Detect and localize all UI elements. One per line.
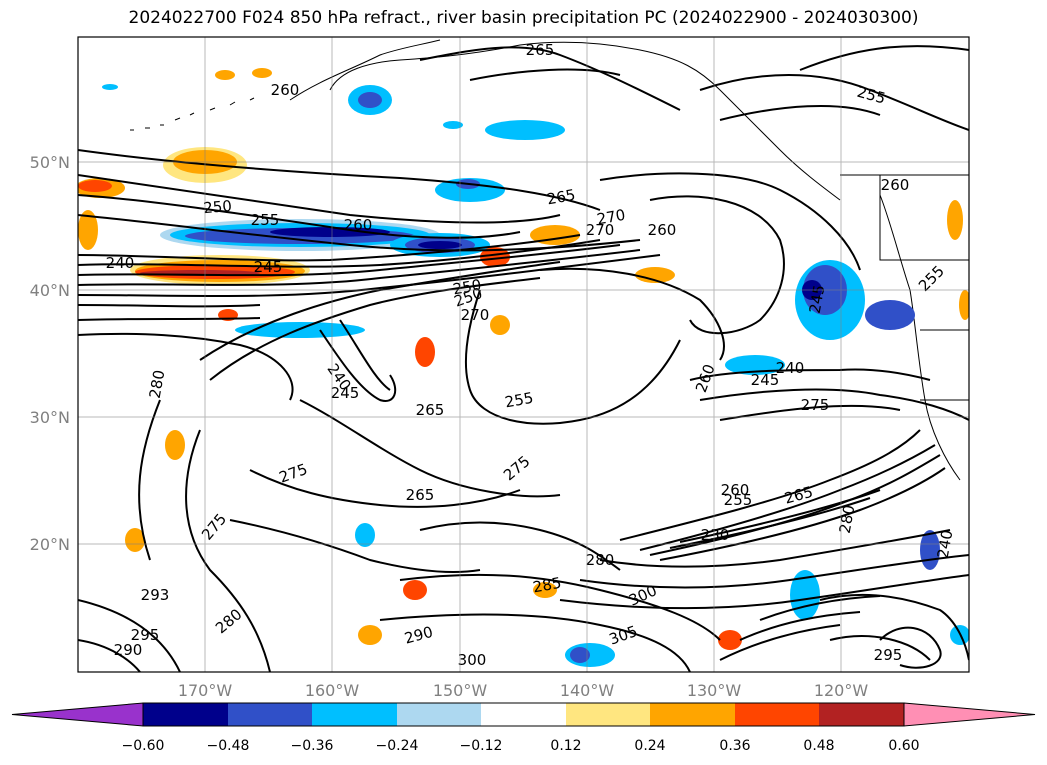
contour-label: 260 bbox=[344, 216, 373, 234]
contour-label: 250 bbox=[203, 197, 233, 217]
coastline bbox=[130, 39, 969, 481]
lon-label: 170°W bbox=[178, 681, 233, 700]
lat-label: 20°N bbox=[30, 535, 70, 554]
colorbar-segment bbox=[228, 703, 312, 726]
contour-label: 245 bbox=[254, 258, 283, 276]
colorbar-segment bbox=[397, 703, 481, 726]
contour-label: 255 bbox=[724, 491, 753, 509]
contour-label: 245 bbox=[751, 371, 780, 389]
longitude-labels: 170°W 160°W 150°W 140°W 130°W 120°W bbox=[178, 681, 869, 700]
contour-label: 270 bbox=[586, 221, 615, 239]
colorbar-segment bbox=[566, 703, 650, 726]
colorbar-tick-label: 0.36 bbox=[719, 738, 750, 754]
colorbar-tick-labels: −0.60 −0.48 −0.36 −0.24 −0.12 0.12 0.24 … bbox=[122, 738, 920, 754]
contour-label: 280 bbox=[586, 551, 615, 569]
contour-label: 265 bbox=[545, 186, 576, 209]
colorbar-tick-label: 0.48 bbox=[803, 738, 834, 754]
graticule bbox=[78, 37, 969, 672]
colorbar-tick-label: −0.36 bbox=[291, 738, 334, 754]
contour-label: 290 bbox=[114, 641, 143, 659]
contour-label: 240 bbox=[776, 359, 805, 377]
map-title: 2024022700 F024 850 hPa refract., river … bbox=[128, 8, 919, 28]
lon-label: 120°W bbox=[814, 681, 869, 700]
contour-label: 255 bbox=[251, 211, 280, 229]
contour-label: 255 bbox=[503, 389, 534, 412]
colorbar-segment bbox=[143, 703, 228, 726]
lat-label: 50°N bbox=[30, 153, 70, 172]
colorbar-segment bbox=[735, 703, 819, 726]
contour-label: 230 bbox=[701, 526, 730, 544]
contour-label: 245 bbox=[806, 283, 829, 314]
map-frame bbox=[77, 36, 970, 673]
colorbar-tick-label: −0.24 bbox=[376, 738, 419, 754]
contour-label: 300 bbox=[458, 651, 487, 669]
colorbar-tick-label: 0.12 bbox=[550, 738, 581, 754]
contour-label: 265 bbox=[526, 41, 555, 59]
lon-label: 140°W bbox=[560, 681, 615, 700]
colorbar-segment bbox=[650, 703, 735, 726]
refractivity-contours bbox=[78, 45, 969, 672]
colorbar-segment bbox=[819, 703, 904, 726]
colorbar-tick-label: −0.12 bbox=[460, 738, 503, 754]
colorbar-tick-label: −0.60 bbox=[122, 738, 165, 754]
contour-label: 265 bbox=[416, 401, 445, 419]
contour-label: 280 bbox=[146, 368, 169, 399]
contour-label: 295 bbox=[874, 646, 903, 664]
contour-label: 260 bbox=[881, 176, 910, 194]
colorbar-arrow-right bbox=[903, 702, 1036, 727]
contour-label: 275 bbox=[801, 396, 830, 414]
contour-label: 245 bbox=[331, 384, 360, 402]
contour-label: 240 bbox=[106, 254, 135, 272]
colorbar-arrow-left bbox=[11, 702, 144, 727]
colorbar-segment bbox=[481, 703, 566, 726]
colorbar bbox=[11, 702, 1036, 727]
contour-label: 270 bbox=[461, 306, 490, 324]
lat-label: 40°N bbox=[30, 281, 70, 300]
contour-label: 250 bbox=[451, 276, 482, 299]
colorbar-tick-label: 0.60 bbox=[888, 738, 919, 754]
colorbar-outline bbox=[142, 702, 905, 727]
contour-label: 260 bbox=[271, 81, 300, 99]
colorbar-tick-label: −0.48 bbox=[207, 738, 250, 754]
lon-label: 130°W bbox=[687, 681, 742, 700]
contour-label: 260 bbox=[648, 221, 677, 239]
contour-label: 265 bbox=[406, 486, 435, 504]
colorbar-segment bbox=[312, 703, 397, 726]
latitude-labels: 50°N 40°N 30°N 20°N bbox=[30, 153, 70, 554]
lat-label: 30°N bbox=[30, 408, 70, 427]
lon-label: 150°W bbox=[433, 681, 488, 700]
lon-label: 160°W bbox=[305, 681, 360, 700]
contour-label: 293 bbox=[141, 586, 170, 604]
contour-label: 260 bbox=[721, 481, 750, 499]
contour-label: 270 bbox=[595, 206, 626, 229]
colorbar-tick-label: 0.24 bbox=[634, 738, 665, 754]
contour-label: 295 bbox=[131, 626, 160, 644]
contour-label: 285 bbox=[531, 574, 562, 597]
